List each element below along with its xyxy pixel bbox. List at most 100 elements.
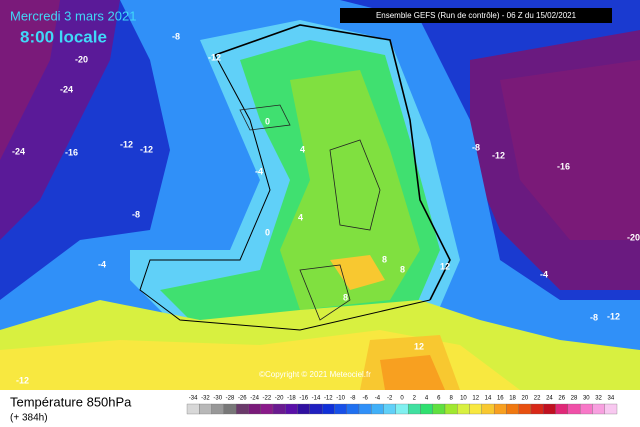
coastline [239, 104, 381, 321]
legend-label: 32 [595, 396, 602, 402]
legend-label: 14 [485, 396, 492, 402]
legend-swatch [481, 403, 495, 415]
legend-swatch [420, 403, 433, 415]
legend-swatch [309, 403, 323, 415]
legend-swatch [395, 403, 409, 415]
legend-swatch [235, 403, 249, 415]
legend-swatch [272, 403, 286, 415]
contour-label: 12 [440, 261, 450, 271]
contour-label: 12 [414, 341, 424, 351]
contour-label: 0 [265, 116, 270, 126]
mild-core [280, 70, 420, 310]
legend-label: 20 [522, 396, 529, 402]
legend-swatch [346, 403, 360, 415]
legend-label: -18 [287, 396, 296, 402]
legend-label: 0 [400, 396, 404, 402]
legend-swatch [592, 403, 605, 415]
legend-label: 34 [608, 396, 615, 402]
legend-label: -6 [362, 396, 368, 402]
legend-label: -34 [189, 396, 198, 402]
legend-swatch [285, 403, 298, 415]
legend-label: 22 [534, 396, 541, 402]
legend-swatch [543, 403, 556, 415]
legend-label: 28 [571, 396, 578, 402]
legend-swatch [358, 403, 372, 415]
contour-labels: -20 -24 -24 -16 -12 -12 -8 -12 -8 -4 -4 0 4 4 0 -8 -12 -1… [12, 31, 640, 385]
legend-label: -16 [299, 396, 308, 402]
legend-label: -28 [226, 396, 235, 402]
legend-swatch [223, 403, 237, 415]
legend-swatch [260, 403, 274, 415]
run-info: Ensemble GEFS (Run de contrôle) - 06 Z d… [376, 11, 577, 20]
legend-swatch [604, 403, 618, 415]
contour-label: -24 [60, 84, 73, 94]
legend-label: 10 [460, 396, 467, 402]
legend-label: -22 [263, 396, 272, 402]
legend-swatch [457, 403, 470, 415]
legend-label: 18 [509, 396, 516, 402]
legend-label: -14 [312, 396, 321, 402]
map-time: 8:00 locale [20, 27, 107, 46]
contour-label: 4 [300, 144, 305, 154]
legend-label: 12 [472, 396, 479, 402]
contour-label: -8 [590, 312, 598, 322]
contour-label: -12 [607, 311, 620, 321]
contour-label: -12 [120, 139, 133, 149]
legend-label: 24 [546, 396, 553, 402]
contour-label: 8 [343, 292, 348, 302]
contour-label: -8 [172, 31, 180, 41]
legend-swatch [334, 403, 347, 415]
contour-label: -4 [98, 259, 106, 269]
contour-label: -16 [65, 147, 78, 157]
legend-swatch [530, 403, 544, 415]
legend-swatch [321, 403, 335, 415]
contour-label: -16 [557, 161, 570, 171]
legend-label: -8 [350, 396, 356, 402]
legend-swatch [199, 403, 212, 415]
cold-core [0, 0, 60, 160]
contour-label: -4 [540, 269, 548, 279]
legend-label: 16 [497, 396, 504, 402]
legend-label: -32 [201, 396, 210, 402]
contour-label: -8 [132, 209, 140, 219]
legend-label: -12 [324, 396, 333, 402]
legend-swatch [383, 403, 397, 415]
legend-swatch [579, 403, 593, 415]
legend-swatch [555, 403, 569, 415]
legend-label: 2 [413, 396, 417, 402]
legend-swatch [432, 403, 446, 415]
legend-swatch [493, 403, 507, 415]
contour-label: -4 [255, 166, 263, 176]
contour-label: -12 [16, 375, 29, 385]
cold-core [500, 60, 640, 240]
legend-label: 6 [437, 396, 441, 402]
legend-label: 8 [449, 396, 453, 402]
lead-time: (+ 384h) [10, 413, 48, 424]
run-box [340, 8, 612, 23]
legend-swatch [518, 403, 532, 415]
contour-label: -20 [627, 232, 640, 242]
hot-core [380, 355, 445, 390]
contour-label: -12 [492, 150, 505, 160]
contour-label: 8 [382, 254, 387, 264]
legend-label: -26 [238, 396, 247, 402]
legend-label: 4 [425, 396, 429, 402]
legend-swatch [567, 403, 581, 415]
parameter-label: Température 850hPa [10, 394, 132, 409]
legend-label: -4 [375, 396, 381, 402]
contour-label: -20 [75, 54, 88, 64]
legend-label: -24 [250, 396, 259, 402]
contour-label: 4 [298, 212, 303, 222]
legend-label: -30 [213, 396, 222, 402]
legend-label: 26 [558, 396, 565, 402]
legend-swatch [407, 403, 421, 415]
contour-label: -8 [472, 142, 480, 152]
legend-swatch [444, 403, 458, 415]
zero-isotherm [214, 24, 451, 301]
legend-label: -10 [336, 396, 345, 402]
contour-label: 8 [400, 264, 405, 274]
legend-swatch [371, 403, 384, 415]
legend-swatch [506, 403, 519, 415]
color-legend: -34 -32 -30 -28 -26 -24 -22 -20 -18 -16 -14 -12 -10-… [186, 396, 618, 415]
